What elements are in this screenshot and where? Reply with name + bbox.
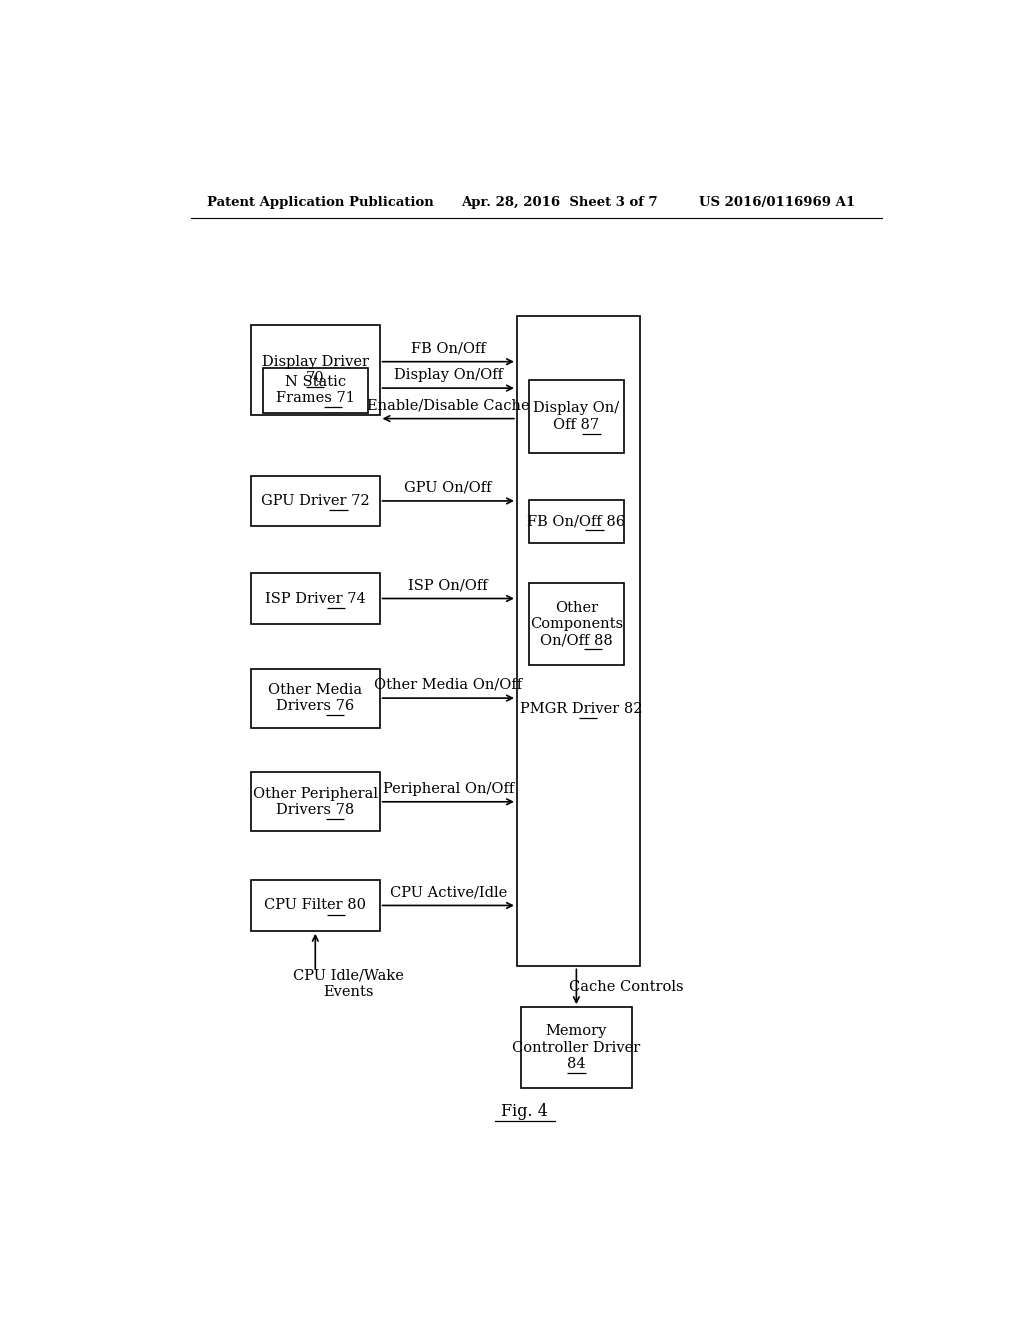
Text: On/Off 88: On/Off 88 bbox=[540, 634, 612, 647]
Bar bbox=[251, 669, 380, 727]
Text: CPU Idle/Wake
Events: CPU Idle/Wake Events bbox=[293, 969, 404, 999]
Text: Apr. 28, 2016  Sheet 3 of 7: Apr. 28, 2016 Sheet 3 of 7 bbox=[461, 195, 658, 209]
Text: Other: Other bbox=[555, 601, 598, 615]
Text: Patent Application Publication: Patent Application Publication bbox=[207, 195, 434, 209]
Text: US 2016/0116969 A1: US 2016/0116969 A1 bbox=[699, 195, 855, 209]
Bar bbox=[251, 325, 380, 414]
Text: Controller Driver: Controller Driver bbox=[512, 1040, 640, 1055]
Text: CPU Active/Idle: CPU Active/Idle bbox=[389, 886, 507, 899]
Text: GPU On/Off: GPU On/Off bbox=[404, 480, 492, 495]
Bar bbox=[251, 573, 380, 624]
Text: Other Media On/Off: Other Media On/Off bbox=[374, 678, 522, 692]
Text: PMGR Driver 82: PMGR Driver 82 bbox=[520, 702, 642, 717]
Text: CPU Filter 80: CPU Filter 80 bbox=[264, 899, 367, 912]
Text: Other Media: Other Media bbox=[268, 682, 362, 697]
Bar bbox=[251, 475, 380, 527]
Bar bbox=[251, 880, 380, 931]
Bar bbox=[517, 315, 640, 966]
Bar bbox=[528, 583, 624, 664]
Bar bbox=[263, 368, 368, 412]
Text: ISP On/Off: ISP On/Off bbox=[409, 578, 488, 593]
Text: FB On/Off: FB On/Off bbox=[411, 342, 485, 355]
Text: Other Peripheral: Other Peripheral bbox=[253, 787, 378, 801]
Text: Display On/Off: Display On/Off bbox=[393, 368, 503, 381]
Text: Display On/: Display On/ bbox=[534, 401, 620, 416]
Text: Off 87: Off 87 bbox=[553, 417, 599, 432]
Text: GPU Driver 72: GPU Driver 72 bbox=[261, 494, 370, 508]
Text: Enable/Disable Cache: Enable/Disable Cache bbox=[367, 399, 529, 412]
Text: N Static: N Static bbox=[285, 375, 346, 389]
Text: Drivers 78: Drivers 78 bbox=[276, 803, 354, 817]
Text: Frames 71: Frames 71 bbox=[275, 391, 354, 405]
Text: Memory: Memory bbox=[546, 1024, 607, 1039]
Text: Drivers 76: Drivers 76 bbox=[276, 700, 354, 713]
Text: Display Driver: Display Driver bbox=[262, 355, 369, 368]
Text: Peripheral On/Off: Peripheral On/Off bbox=[383, 781, 514, 796]
Bar bbox=[521, 1007, 632, 1089]
Text: Components: Components bbox=[529, 616, 623, 631]
Text: 84: 84 bbox=[567, 1057, 586, 1071]
Text: Fig. 4: Fig. 4 bbox=[502, 1104, 548, 1121]
Bar bbox=[528, 380, 624, 453]
Bar bbox=[251, 772, 380, 832]
Text: 70: 70 bbox=[306, 371, 325, 385]
Text: ISP Driver 74: ISP Driver 74 bbox=[265, 591, 366, 606]
Text: FB On/Off 86: FB On/Off 86 bbox=[527, 515, 626, 528]
Bar bbox=[528, 500, 624, 543]
Text: Cache Controls: Cache Controls bbox=[569, 979, 684, 994]
